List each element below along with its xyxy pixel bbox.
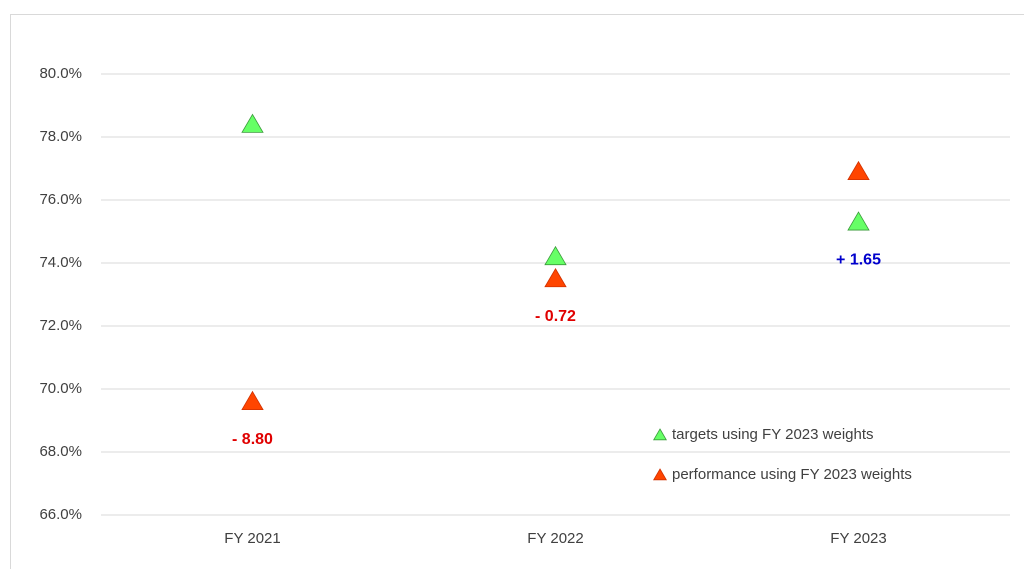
y-tick-label: 78.0%: [39, 128, 82, 145]
x-tick-label: FY 2021: [224, 530, 280, 547]
y-tick-label: 80.0%: [39, 65, 82, 82]
legend-marker: [654, 469, 667, 480]
y-tick-label: 70.0%: [39, 380, 82, 397]
x-tick-label: FY 2023: [830, 530, 886, 547]
y-tick-label: 66.0%: [39, 506, 82, 523]
marker: [545, 247, 566, 265]
x-tick-label: FY 2022: [527, 530, 583, 547]
legend-marker: [654, 429, 667, 440]
annotation: - 8.80: [232, 431, 273, 448]
marker: [848, 162, 869, 180]
y-tick-label: 76.0%: [39, 191, 82, 208]
marker: [242, 392, 263, 410]
annotation: - 0.72: [535, 308, 576, 325]
chart-frame: [11, 15, 1024, 570]
marker: [545, 269, 566, 287]
y-tick-label: 72.0%: [39, 317, 82, 334]
y-tick-label: 68.0%: [39, 443, 82, 460]
legend-label: targets using FY 2023 weights: [672, 426, 874, 443]
legend-label: performance using FY 2023 weights: [672, 466, 912, 483]
annotation: + 1.65: [836, 251, 881, 268]
y-tick-label: 74.0%: [39, 254, 82, 271]
marker: [848, 212, 869, 230]
marker: [242, 114, 263, 132]
